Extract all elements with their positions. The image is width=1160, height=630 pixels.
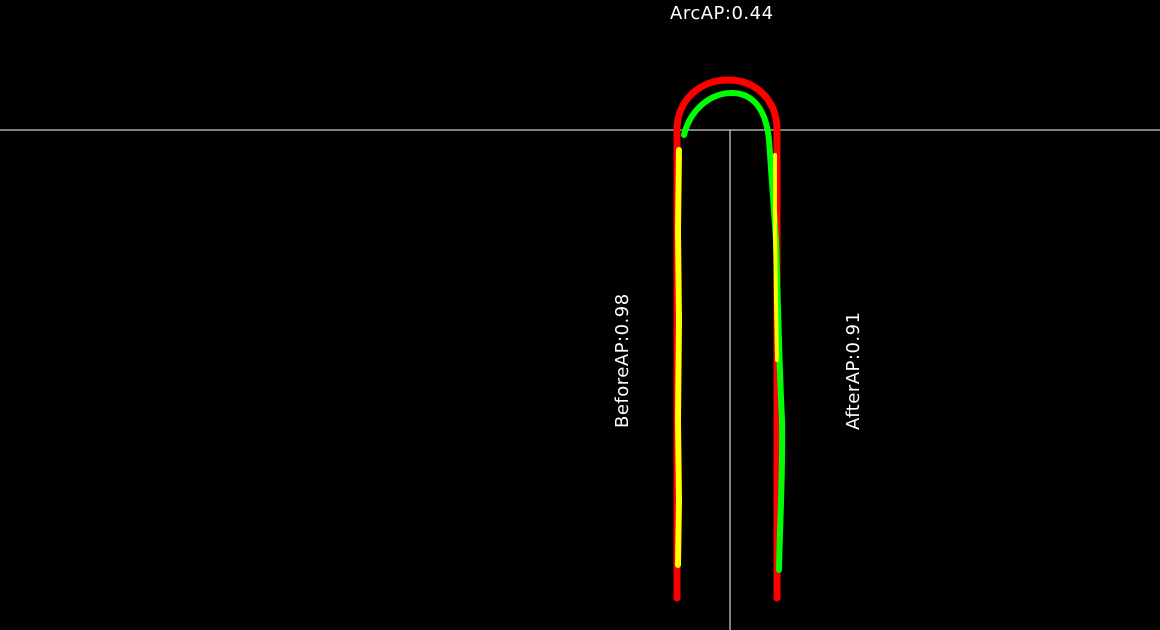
prediction-curve: [681, 89, 786, 573]
ground-truth-curve: [673, 76, 781, 602]
overlap-left-segment: [674, 147, 683, 568]
after-ap-label: AfterAP:0.91: [843, 311, 864, 430]
overlap-right-segment: [773, 153, 779, 362]
arc-ap-label: ArcAP:0.44: [670, 3, 774, 24]
before-ap-label: BeforeAP:0.98: [612, 293, 633, 428]
